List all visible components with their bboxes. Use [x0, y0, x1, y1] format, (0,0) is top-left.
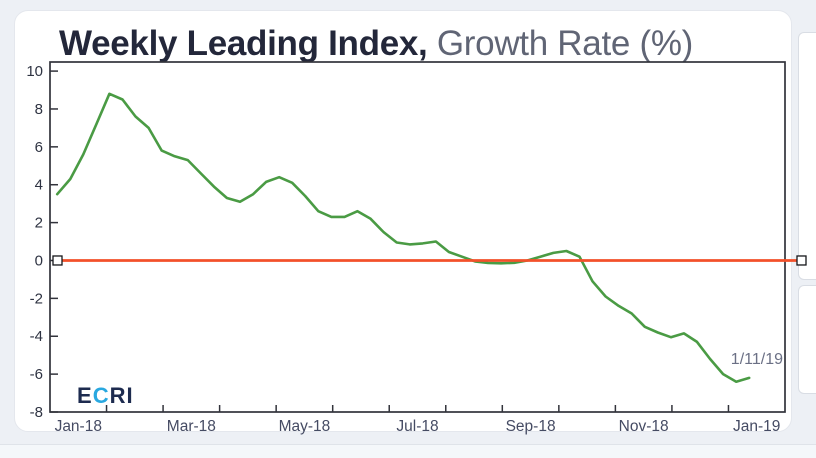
y-tick-label: 6	[35, 139, 43, 156]
plot-frame	[49, 61, 786, 413]
x-tick-label: Nov-18	[619, 418, 669, 435]
y-tick-label: 10	[26, 63, 43, 80]
selection-handle-right[interactable]	[796, 255, 807, 266]
logo-letter-c: C	[92, 383, 110, 408]
logo-letter-e: E	[77, 383, 93, 408]
chart-title-regular: Growth Rate (%)	[427, 24, 693, 63]
wli-line-group	[55, 92, 751, 384]
y-tick-label: 0	[35, 252, 43, 269]
x-tick-label: Sep-18	[506, 418, 556, 435]
ecri-logo: ECRI	[77, 383, 134, 409]
chart-title-bold: Weekly Leading Index,	[59, 24, 428, 63]
y-tick-label: 4	[35, 177, 43, 194]
x-axis-ticks: Jan-18 Mar-18 May-18 Jul-18 Sep-18 Nov-18 Jan-…	[55, 405, 780, 435]
x-tick-label: May-18	[279, 418, 331, 435]
y-tick-label: -2	[30, 290, 43, 307]
last-point-date-label: 1/11/19	[730, 351, 783, 368]
bottom-strip	[0, 444, 816, 458]
x-tick-label: Mar-18	[167, 418, 216, 435]
chart-card[interactable]: Weekly Leading Index, Growth Rate (%) EC…	[14, 10, 792, 432]
y-tick-label: -4	[30, 328, 43, 345]
wli-line	[55, 92, 751, 384]
y-tick-label: 8	[35, 101, 43, 118]
x-tick-label: Jul-18	[396, 418, 438, 435]
y-tick-label: -6	[30, 366, 43, 383]
y-axis-ticks: 10 8 6 4 2 0 -2 -4 -6 -8	[26, 63, 58, 421]
x-tick-label: Jan-19	[733, 418, 780, 435]
y-tick-label: 2	[35, 215, 43, 232]
side-panel-bottom[interactable]	[798, 285, 816, 394]
x-tick-label: Jan-18	[55, 418, 102, 435]
selection-handle-left[interactable]	[52, 255, 63, 266]
side-panel-top[interactable]	[798, 32, 816, 280]
chart-title: Weekly Leading Index, Growth Rate (%)	[59, 24, 693, 64]
selection-handles[interactable]	[52, 255, 807, 266]
y-tick-label: -8	[30, 404, 43, 421]
logo-letters-ri: RI	[109, 383, 134, 408]
plot-frame-group	[49, 61, 786, 413]
